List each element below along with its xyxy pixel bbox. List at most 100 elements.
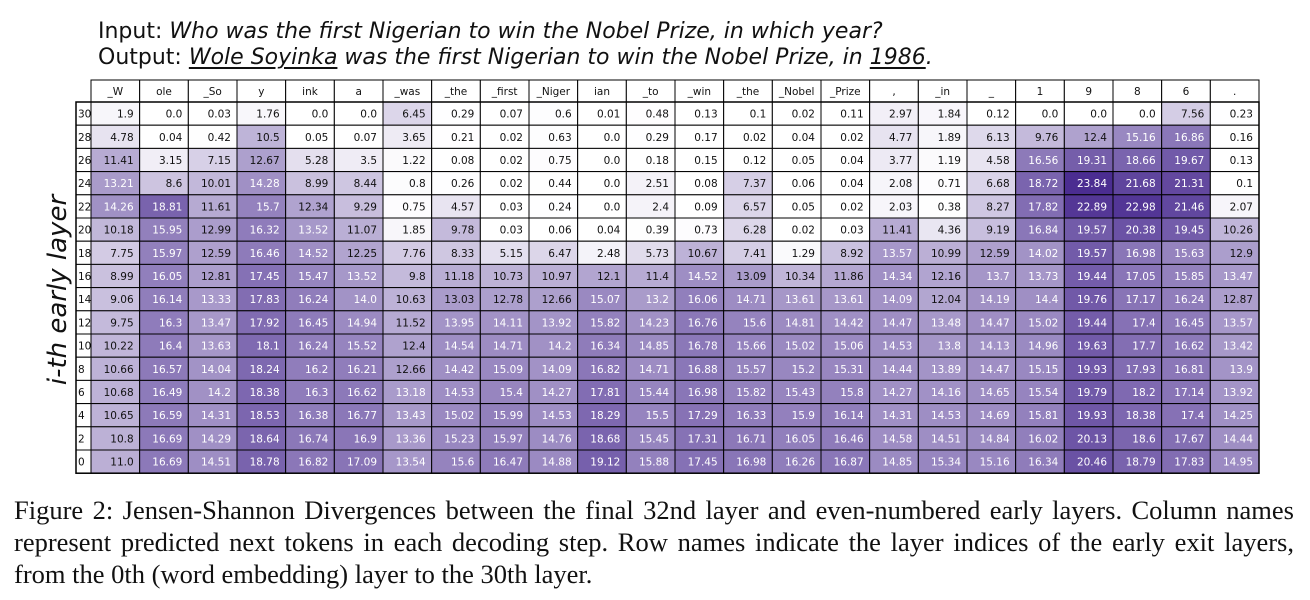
row-label: 26	[78, 155, 92, 167]
cell-value: 14.53	[882, 341, 912, 353]
cell-value: 15.47	[298, 271, 328, 283]
cell-value: 18.29	[590, 410, 620, 422]
heatmap-border	[75, 101, 1260, 474]
cell-value: 16.34	[1028, 457, 1058, 469]
cell-value: 14.76	[542, 433, 572, 445]
cell-value: 14.09	[542, 364, 572, 376]
cell-value: 14.88	[542, 457, 572, 469]
cell-value: 1.19	[938, 155, 961, 167]
input-label: Input:	[98, 19, 163, 44]
cell-value: 7.75	[110, 248, 133, 260]
cell-value: 14.19	[980, 294, 1010, 306]
cell-value: 13.9	[1230, 364, 1253, 376]
cell-value: 15.9	[792, 410, 815, 422]
cell-value: 13.92	[1223, 387, 1253, 399]
cell-value: 14.42	[444, 364, 474, 376]
cell-value: 12.78	[493, 294, 523, 306]
cell-value: 10.66	[104, 364, 134, 376]
cell-value: 0.75	[402, 201, 425, 213]
cell-value: 2.08	[889, 178, 912, 190]
cell-value: 11.4	[646, 271, 670, 283]
cell-value: 0.0	[312, 109, 329, 121]
cell-value: 18.38	[250, 387, 280, 399]
column-label: _win	[687, 86, 711, 98]
cell-value: 12.25	[347, 248, 377, 260]
column-label: _was	[393, 86, 420, 98]
cell-value: 17.17	[1126, 294, 1156, 306]
cell-value: 17.29	[688, 410, 718, 422]
cell-value: 17.45	[250, 271, 280, 283]
cell-value: 12.9	[1230, 248, 1253, 260]
cell-value: 15.6	[451, 457, 475, 469]
cell-value: 13.73	[1028, 271, 1058, 283]
cell-value: 0.13	[694, 109, 717, 121]
cell-value: 14.47	[980, 364, 1010, 376]
cell-value: 4.58	[986, 155, 1009, 167]
cell-value: 6.45	[402, 109, 425, 121]
cell-value: 17.92	[250, 317, 280, 329]
cell-value: 10.22	[104, 341, 134, 353]
cell-value: 14.42	[834, 317, 864, 329]
cell-value: 0.8	[409, 178, 426, 190]
cell-value: 14.51	[201, 457, 231, 469]
cell-value: 1.22	[402, 155, 425, 167]
cell-value: 13.52	[347, 271, 377, 283]
cell-value: 0.15	[694, 155, 717, 167]
column-label: ole	[156, 86, 172, 98]
cell-value: 14.27	[542, 387, 572, 399]
cell-value: 16.56	[1028, 155, 1058, 167]
cell-value: 16.69	[152, 433, 182, 445]
cell-value: 15.85	[1174, 271, 1204, 283]
cell-value: 11.61	[201, 201, 231, 213]
cell-value: 16.98	[1126, 248, 1156, 260]
cell-value: 16.24	[1174, 294, 1204, 306]
cell-value: 14.2	[208, 387, 231, 399]
cell-value: 15.15	[1028, 364, 1058, 376]
cell-value: 5.28	[305, 155, 328, 167]
cell-value: 0.05	[305, 132, 328, 144]
cell-value: 7.41	[743, 248, 766, 260]
cell-value: 16.38	[298, 410, 328, 422]
cell-value: 16.69	[152, 457, 182, 469]
cell-value: 1.9	[117, 109, 134, 121]
cell-value: 16.14	[152, 294, 182, 306]
column-label: _to	[642, 86, 659, 98]
cell-value: 16.24	[298, 294, 328, 306]
cell-value: 12.87	[1223, 294, 1253, 306]
cell-value: 10.5	[256, 132, 279, 144]
cell-value: 14.47	[980, 317, 1010, 329]
cell-value: 13.48	[931, 317, 961, 329]
column-label: ian	[594, 86, 610, 98]
cell-value: 15.43	[785, 387, 815, 399]
cell-value: 7.76	[402, 248, 426, 260]
cell-value: 2.07	[1230, 201, 1253, 213]
column-label: _Prize	[829, 86, 861, 98]
cell-value: 9.19	[986, 225, 1009, 237]
cell-value: 0.63	[548, 132, 571, 144]
cell-value: 6.57	[743, 201, 766, 213]
cell-value: 0.03	[840, 225, 863, 237]
cell-value: 0.6	[555, 109, 572, 121]
cell-value: 21.31	[1174, 178, 1204, 190]
cell-value: 19.12	[590, 457, 620, 469]
cell-value: 20.38	[1126, 225, 1156, 237]
cell-value: 12.66	[542, 294, 572, 306]
cell-value: 10.26	[1223, 225, 1253, 237]
cell-value: 18.53	[250, 410, 280, 422]
cell-value: 11.86	[834, 271, 864, 283]
cell-value: 0.29	[451, 109, 474, 121]
cell-value: 0.0	[166, 109, 183, 121]
cell-value: 15.45	[639, 433, 669, 445]
cell-value: 0.11	[840, 109, 863, 121]
cell-value: 10.01	[201, 178, 231, 190]
cell-value: 13.33	[201, 294, 231, 306]
cell-value: 8.99	[305, 178, 328, 190]
cell-value: 17.83	[1174, 457, 1204, 469]
cell-value: 14.29	[201, 433, 231, 445]
cell-value: 14.85	[639, 341, 669, 353]
cell-value: 11.0	[110, 457, 133, 469]
cell-value: 7.37	[743, 178, 766, 190]
cell-value: 0.0	[1139, 109, 1156, 121]
cell-value: 18.72	[1028, 178, 1058, 190]
cell-value: 12.99	[201, 225, 231, 237]
